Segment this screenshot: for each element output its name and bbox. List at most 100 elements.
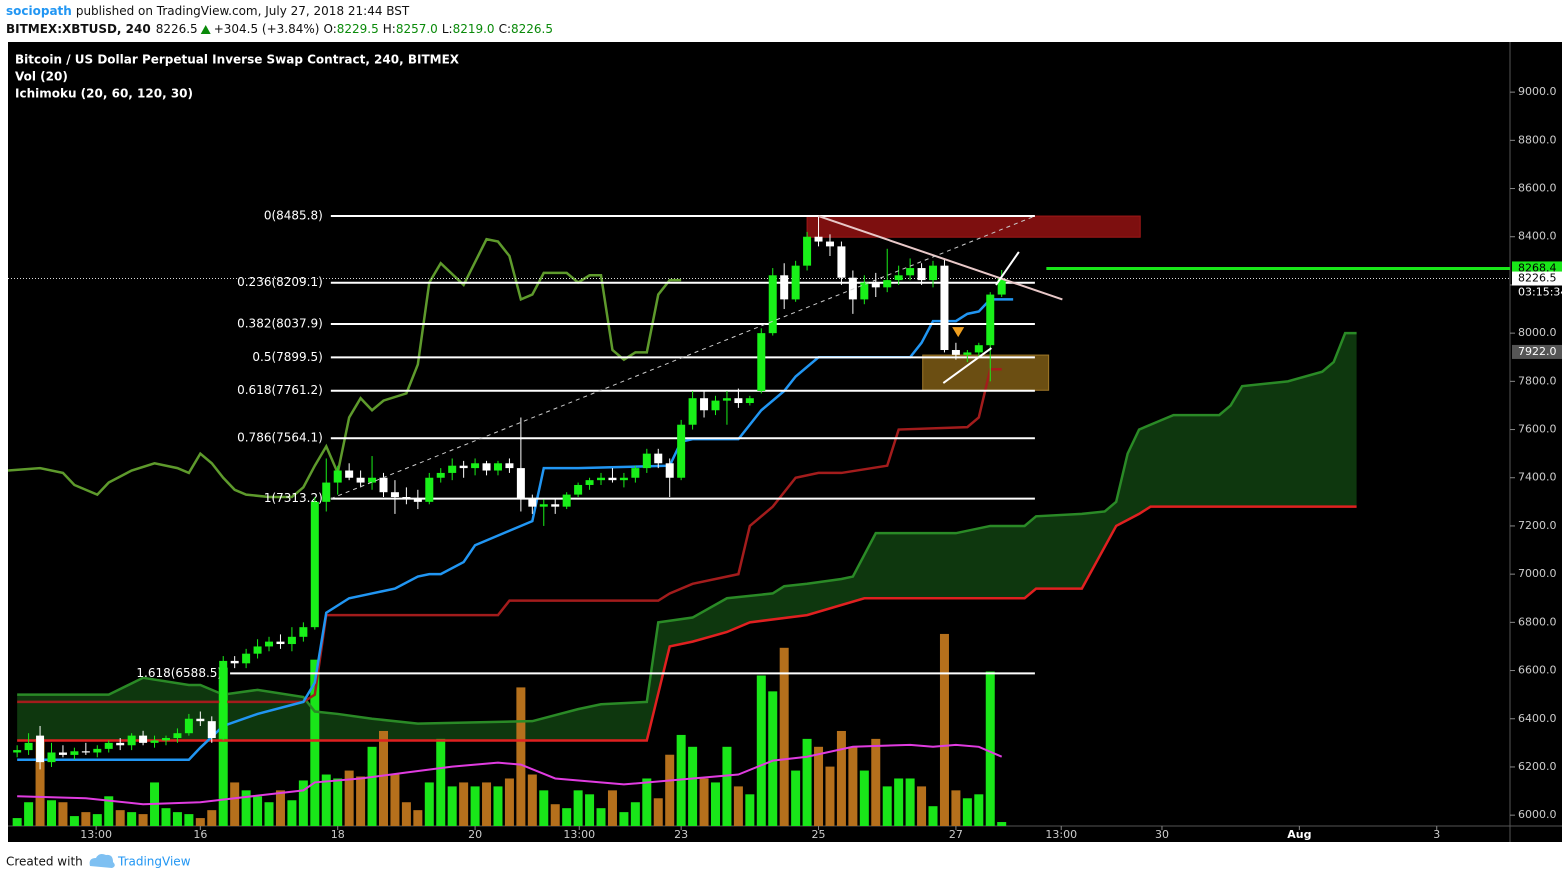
candle-body	[551, 504, 560, 507]
candle-body	[219, 660, 228, 739]
volume-bar	[379, 730, 388, 826]
volume-ma-line	[17, 743, 1003, 806]
volume-bar	[859, 770, 869, 826]
x-tick-label: 13:00	[80, 828, 112, 841]
lagging-span	[8, 237, 682, 499]
candle-body	[47, 752, 56, 763]
candle-body	[139, 735, 148, 743]
volume-bar	[184, 814, 194, 826]
candle-body	[974, 345, 983, 353]
price-label-box	[1512, 344, 1562, 359]
candle-body	[161, 738, 170, 741]
volume-bar	[882, 786, 892, 826]
candle-body	[574, 484, 583, 495]
y-tick-label: 7000.0	[1518, 567, 1557, 580]
volume-bar	[104, 796, 114, 826]
candle-body	[700, 398, 709, 411]
volume-bar	[768, 691, 778, 826]
candle-body	[951, 350, 960, 355]
volume-bar	[951, 790, 961, 826]
footer-created: Created with	[6, 855, 83, 869]
candle-body	[711, 400, 720, 411]
candle-body	[116, 742, 125, 746]
plot: 0(8485.8) 0.236(8209.1) 0.382(8037.9) 0.5(7…	[8, 209, 1510, 826]
candle-body	[791, 265, 800, 300]
volume-bar	[836, 730, 846, 826]
volume-bar	[928, 806, 938, 826]
volume-bar	[688, 746, 698, 826]
candle-body	[562, 494, 571, 507]
volume-bar	[905, 778, 915, 826]
volume-bar	[871, 738, 881, 826]
volume-bar	[539, 790, 549, 826]
ohlc-value: 8257.0	[396, 22, 438, 36]
y-tick-label: 6400.0	[1518, 712, 1557, 725]
volume-bar	[344, 770, 354, 826]
signal-marker	[952, 327, 965, 338]
ohlc-value: 8229.5	[337, 22, 379, 36]
candle-body	[860, 282, 869, 300]
volume-bar	[550, 804, 560, 826]
x-tick-label: 23	[674, 828, 688, 841]
volume-bar	[195, 818, 205, 826]
candle-body	[70, 751, 79, 755]
volume-bar	[825, 766, 835, 826]
volume-bar	[917, 786, 927, 826]
volume-bar	[218, 667, 228, 826]
volume-bar	[127, 812, 137, 826]
leading-span-b	[17, 505, 1357, 742]
volume-bar	[985, 671, 995, 826]
x-tick-label: 25	[812, 828, 826, 841]
price-label-box	[1512, 271, 1562, 286]
logo[interactable]	[89, 854, 115, 868]
y-tick-label: 6800.0	[1518, 615, 1557, 628]
candle-body	[196, 718, 205, 722]
price-label: 8268.4	[1518, 261, 1557, 274]
ohlc-key: L:	[442, 22, 453, 36]
countdown-box	[1512, 285, 1562, 300]
footer-brand[interactable]: TradingView	[117, 855, 191, 869]
candle-body	[356, 477, 365, 483]
volume-bar	[367, 746, 377, 826]
candle-body	[505, 463, 514, 469]
candle-body	[184, 718, 193, 734]
candle-body	[539, 504, 548, 507]
price-label: 7922.0	[1518, 345, 1557, 358]
volume-bar	[436, 738, 446, 826]
author[interactable]: sociopath	[6, 4, 72, 18]
fib-label: 1.618(6588.5)	[136, 666, 222, 680]
volume-bar	[81, 812, 91, 826]
volume-bar	[573, 790, 583, 826]
candle-body	[368, 477, 377, 483]
volume-bar	[974, 794, 984, 826]
volume-bar	[69, 816, 79, 826]
indicator-label: Ichimoku (20, 60, 120, 30)	[15, 87, 193, 101]
volume-bar	[310, 659, 320, 826]
volume-bar	[241, 790, 251, 826]
header-line-1: sociopath published on TradingView.com, J…	[6, 4, 410, 18]
candle-body	[81, 751, 90, 753]
volume-bar	[619, 812, 629, 826]
candle-body	[24, 742, 33, 751]
volume-bar	[756, 675, 766, 826]
volume-bar	[264, 802, 274, 826]
volume-bar	[35, 738, 45, 826]
candle-body	[688, 398, 697, 425]
volume-bar	[482, 782, 492, 826]
ohlc-key: C:	[499, 22, 511, 36]
candle-body	[848, 277, 857, 300]
fib-label: 0.236(8209.1)	[237, 275, 323, 289]
x-tick-label: Aug	[1287, 828, 1311, 841]
y-tick-label: 8800.0	[1518, 133, 1557, 146]
fib-label: 0(8485.8)	[264, 209, 323, 223]
y-tick-label: 7600.0	[1518, 423, 1557, 436]
volume-bar	[848, 746, 858, 826]
y-tick-label: 7200.0	[1518, 519, 1557, 532]
candle-body	[631, 468, 640, 478]
candle-body	[837, 246, 846, 278]
volume-bar	[802, 738, 812, 826]
x-tick-label: 18	[331, 828, 345, 841]
volume-bar	[115, 810, 125, 826]
volume-bar	[413, 810, 423, 826]
candle-body	[757, 333, 766, 391]
